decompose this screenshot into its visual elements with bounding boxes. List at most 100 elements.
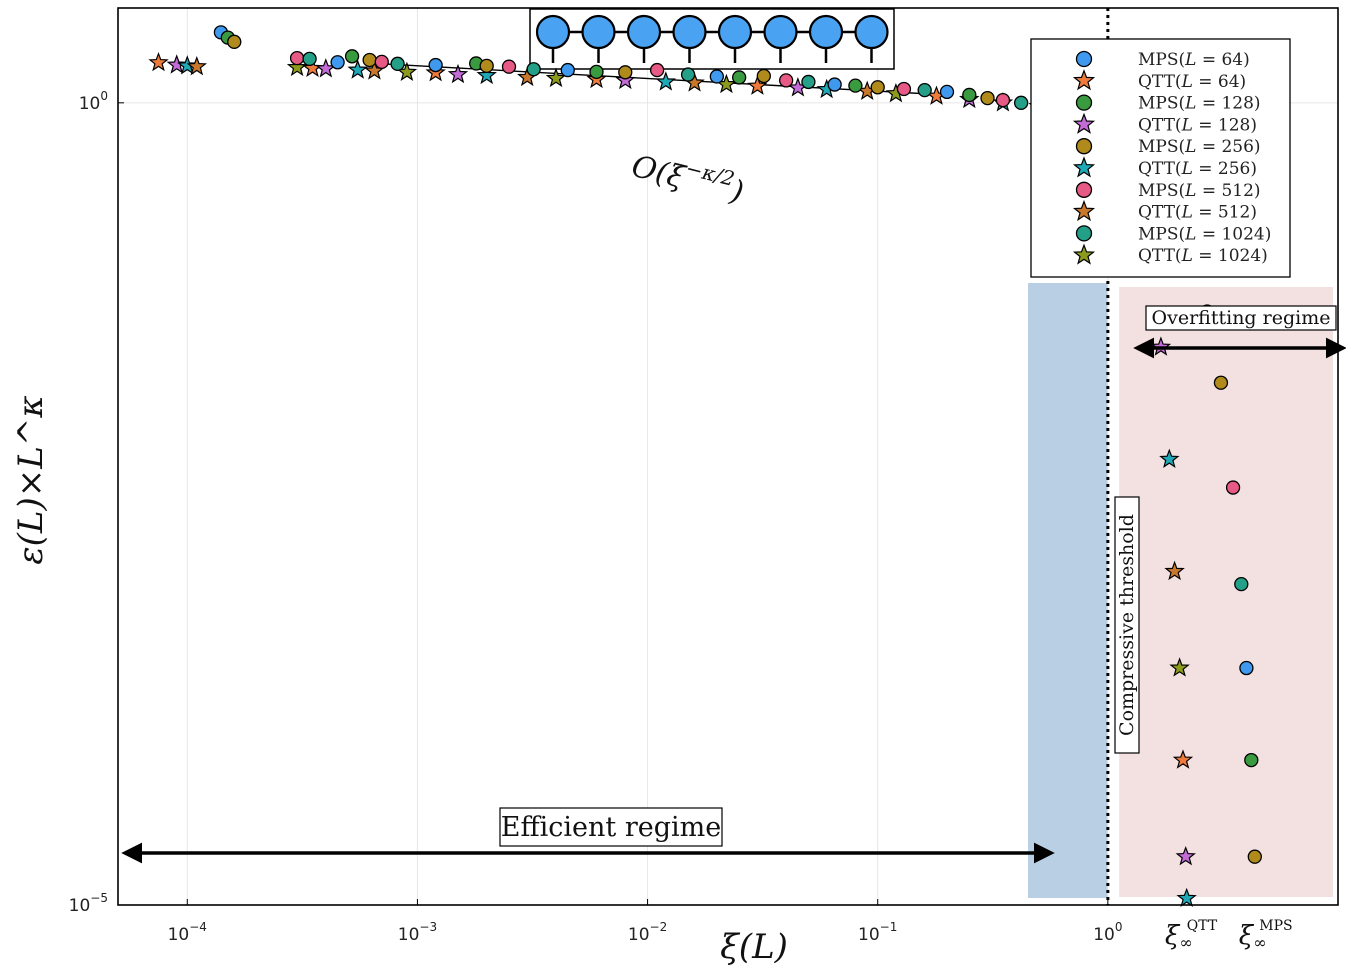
mps-point [917,82,932,98]
mps-point [870,80,885,95]
legend-marker-star [1072,243,1096,265]
legend-entry: MPS(L = 64) [1138,50,1250,70]
mps-point [618,65,633,80]
mps-point [362,52,377,68]
mps-point [589,64,604,79]
tensor-node [854,14,889,50]
mps-point [1244,752,1259,768]
mps-point [649,62,665,78]
svg-text:Overfitting regime: Overfitting regime [1152,307,1331,329]
svg-text:Efficient regime: Efficient regime [501,812,721,843]
qtt-point [476,64,497,85]
mps-point [560,62,575,78]
legend-marker-circle [1075,225,1093,242]
legend-entry: MPS(L = 256) [1138,137,1261,157]
overfitting-region [1119,287,1333,897]
compressive-region [1028,283,1108,898]
legend-marker-circle [1075,138,1093,155]
qtt-point [1164,560,1185,581]
regions [1028,283,1333,898]
qtt-point [1169,657,1190,677]
x-tick-label: 10−3 [398,920,437,945]
legend: MPS(L = 64)QTT(L = 64)MPS(L = 128)QTT(L … [1030,38,1291,278]
qtt-point [655,71,677,91]
y-tick-label: 100 [79,89,108,114]
mps-point [390,56,405,71]
tensor-node [535,14,571,50]
qtt-point [1175,846,1196,866]
legend-marker-star [1072,69,1096,91]
legend-entry: QTT(L = 1024) [1138,246,1268,266]
mps-point [732,70,747,85]
mps-point [709,69,724,84]
mps-point [227,34,242,49]
legend-marker-circle [1075,94,1093,111]
qtt-point [1172,749,1194,769]
overfitting-regime-label: Overfitting regime [1145,305,1337,331]
xi-infinity-tick: ξ QTT ∞ [1165,918,1218,952]
legend-entry: MPS(L = 1024) [1138,224,1271,244]
qtt-point [347,59,368,79]
x-axis-label: ξ(L) [720,927,788,967]
mps-point [896,81,912,97]
mps-point [374,54,389,70]
qtt-point [166,54,187,74]
mps-point [1013,95,1029,110]
mps-point [1247,849,1262,864]
svg-text:Compressive threshold: Compressive threshold [1116,514,1138,736]
qtt-point [615,69,636,90]
mps-point [526,62,541,77]
guide-line-label: O(ξ−κ/2) [628,143,748,210]
mps-point [344,49,360,64]
plot-frame [117,7,1339,906]
mps-point [680,67,696,82]
legend-marker-star [1072,112,1096,134]
qtt-point [1159,448,1180,468]
legend-entry: QTT(L = 64) [1138,72,1246,92]
x-tick-label: 100 [1093,920,1122,945]
mps-point [962,87,977,103]
mps-point [778,73,794,88]
mps-point [980,90,995,106]
tensor-node [672,14,707,50]
qtt-point [177,55,198,75]
mps-point [827,77,842,92]
axis-ticks: 10−4 10−3 10−2 10−1 100 100 10−5 ξ QTT ∞ ξ MPS ∞ [69,89,1293,952]
tensor-node [808,14,844,50]
tensor-node [581,14,616,50]
mps-point [756,68,771,84]
mps-point [302,51,317,66]
x-tick-label: 10−1 [858,920,897,945]
legend-entry: QTT(L = 128) [1138,115,1257,135]
legend-entry: QTT(L = 256) [1138,159,1257,179]
mps-point [330,55,345,70]
legend-marker-circle [1075,181,1093,198]
y-axis-label: ε(L)×L^κ [11,395,51,564]
mps-point [848,78,863,93]
mps-point [479,58,494,74]
compressive-threshold-label: Compressive threshold [1114,496,1140,754]
mps-chain-diagram [529,8,895,70]
legend-entry: MPS(L = 128) [1138,94,1261,114]
legend-marker-circle [1075,50,1093,68]
tensor-node [763,14,798,50]
y-tick-label: 10−5 [69,891,108,916]
qtt-point [1176,887,1197,907]
legend-marker-star [1072,156,1096,178]
qtt-point [286,56,308,77]
mps-point [801,74,816,90]
qtt-point [545,67,567,88]
mps-point [1213,375,1229,390]
tensor-node [626,14,662,50]
x-tick-label: 10−2 [628,920,667,945]
mps-point [501,59,517,74]
qtt-point [186,55,208,76]
tensor-node [717,14,753,50]
legend-entry: QTT(L = 512) [1138,203,1257,223]
mps-point [1234,576,1249,592]
legend-entry: MPS(L = 512) [1138,181,1261,201]
qtt-point [747,75,768,95]
x-tick-label: 10−4 [168,920,207,945]
legend-marker-star [1072,199,1096,222]
